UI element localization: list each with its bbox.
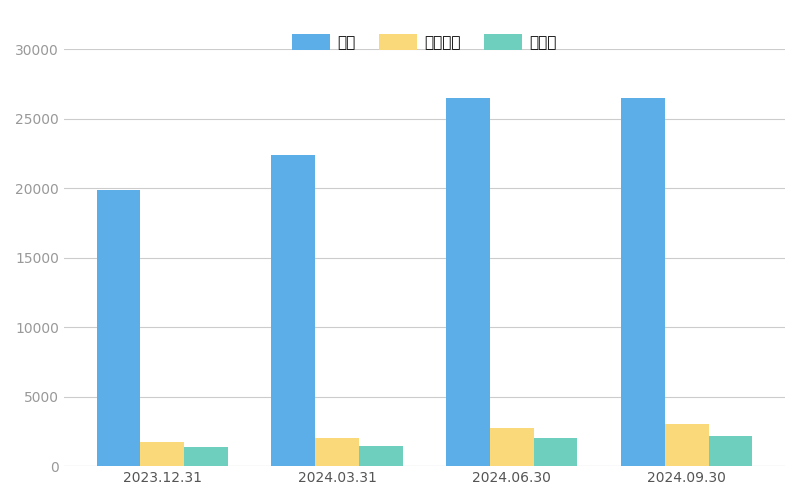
Bar: [271, 155, 315, 466]
Bar: [534, 438, 578, 466]
Bar: [140, 442, 184, 466]
Bar: [358, 446, 402, 466]
Bar: [490, 428, 534, 466]
Bar: [184, 448, 228, 466]
Bar: [709, 436, 752, 466]
Bar: [621, 98, 665, 466]
Bar: [315, 438, 358, 466]
Bar: [665, 424, 709, 466]
Legend: 매출, 영업이익, 순이익: 매출, 영업이익, 순이익: [286, 28, 563, 56]
Bar: [446, 98, 490, 466]
Bar: [97, 190, 140, 466]
